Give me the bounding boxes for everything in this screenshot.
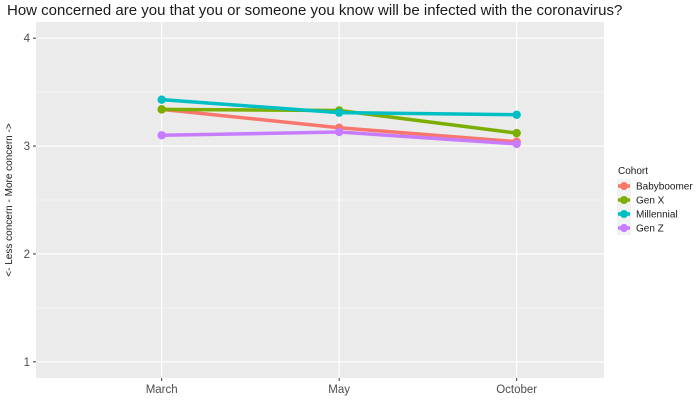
x-axis: March May October <box>146 378 537 396</box>
legend-key-point-babyboomer <box>620 182 628 190</box>
legend-key-point-gen-x <box>620 196 628 204</box>
legend-key-point-millennial <box>620 210 628 218</box>
legend-label-gen-z: Gen Z <box>636 224 664 235</box>
legend-label-babyboomer: Babyboomer <box>636 182 693 193</box>
data-point-millennial <box>334 108 344 117</box>
y-tick-label: 3 <box>24 141 30 153</box>
data-point-gen-x <box>157 105 166 114</box>
data-point-gen-z <box>334 127 344 137</box>
y-axis: 1 2 3 4 <box>24 33 36 369</box>
y-tick-label: 4 <box>24 33 31 45</box>
x-tick-label: May <box>328 384 350 396</box>
x-tick-label: October <box>496 384 537 396</box>
series-layer <box>157 95 521 149</box>
legend: Babyboomer Gen X Millennial Gen Z <box>617 179 693 235</box>
legend-key-point-gen-z <box>620 224 628 232</box>
legend-title: Cohort <box>618 166 648 177</box>
data-point-gen-x <box>512 128 521 138</box>
data-point-millennial <box>157 95 166 104</box>
minor-gridlines <box>36 91 604 309</box>
y-tick-label: 1 <box>24 357 30 369</box>
y-tick-label: 2 <box>24 249 30 261</box>
legend-label-millennial: Millennial <box>636 210 678 221</box>
y-axis-title: <- Less concern - More concern -> <box>4 123 15 277</box>
x-tick-label: March <box>146 384 178 396</box>
legend-label-gen-x: Gen X <box>636 196 665 207</box>
major-gridlines <box>36 22 604 378</box>
data-point-gen-z <box>512 139 521 149</box>
data-point-millennial <box>512 110 521 119</box>
chart-title: How concerned are you that you or someon… <box>7 2 623 19</box>
data-point-gen-z <box>157 131 166 140</box>
